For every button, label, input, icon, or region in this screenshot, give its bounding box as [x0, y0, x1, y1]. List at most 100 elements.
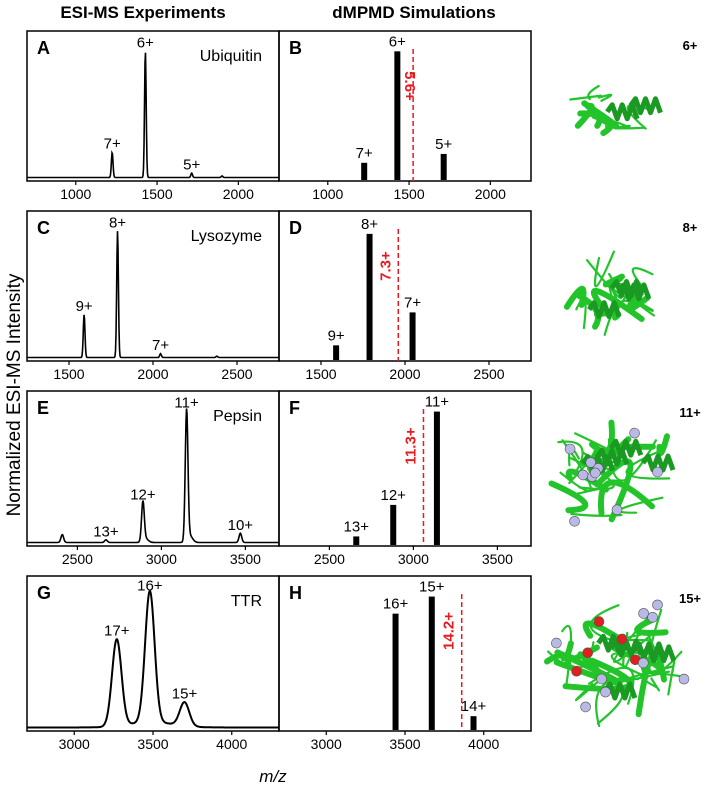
bar [433, 411, 440, 545]
ribbon-segment [561, 624, 573, 686]
structure-charge-label: 8+ [683, 220, 698, 235]
ribbon-segment [650, 677, 661, 692]
charge-atom [652, 599, 663, 611]
panel-e: E Pepsin 2500 3000 3500 13+ 12+ 11+ 10+ [26, 390, 280, 567]
x-tick-label: 2000 [389, 366, 420, 382]
charge-atom [637, 657, 649, 669]
bar-label: 11+ [425, 394, 450, 411]
charge-atom [616, 633, 628, 645]
protein-name: Lysozyme [191, 228, 263, 245]
ribbon-segment [574, 679, 601, 702]
protein-structure-3: 11+ [548, 405, 701, 527]
x-tick-label: 2500 [62, 551, 93, 567]
panel-letter: C [37, 218, 50, 238]
ribbon-segment [557, 440, 584, 472]
panel-letter: F [289, 398, 300, 418]
x-tick-label: 3000 [146, 551, 177, 567]
peak-label: 7+ [152, 337, 169, 354]
panel-letter: G [37, 583, 51, 603]
bar-label: 16+ [383, 596, 409, 613]
panel-letter: A [37, 38, 50, 58]
x-tick-label: 2000 [223, 186, 254, 202]
panel-c: C Lysozyme 1500 2000 2500 9+ 8+ 7+ [26, 210, 280, 382]
structure-charge-label: 15+ [679, 591, 701, 606]
protein-name: Pepsin [213, 408, 262, 425]
charge-atom [647, 611, 658, 623]
bar [440, 153, 447, 180]
ribbon-segment [597, 93, 613, 102]
x-tick-label: 1500 [393, 186, 424, 202]
structure-charge-label: 11+ [679, 405, 701, 420]
x-tick-label: 1000 [312, 186, 343, 202]
bar [392, 613, 399, 730]
bar-label: 14+ [461, 698, 487, 715]
x-tick-label: 2500 [221, 366, 252, 382]
x-tick-label: 3000 [398, 551, 429, 567]
bar-label: 6+ [389, 33, 406, 50]
bar-label: 13+ [344, 518, 370, 535]
peak-label: 6+ [137, 34, 154, 51]
charge-atom [596, 673, 607, 685]
charge-atom [600, 686, 611, 698]
bar-label: 8+ [361, 216, 378, 233]
y-axis-label: Normalized ESI-MS Intensity [4, 273, 25, 516]
charge-atom [629, 427, 640, 439]
panel-g: G TTR 3000 3500 4000 17+ 16+ 15+ [26, 575, 280, 752]
bar-label: 7+ [356, 145, 373, 162]
peak-label: 10+ [228, 517, 254, 534]
x-tick-label: 3000 [311, 736, 342, 752]
peak-label: 17+ [104, 622, 130, 639]
charge-atom [577, 469, 589, 481]
column-title-simulation: dMPMD Simulations [332, 3, 495, 22]
x-tick-label: 3000 [59, 736, 90, 752]
peak-label: 9+ [76, 298, 93, 315]
ribbon-segment [575, 297, 587, 330]
peak-label: 16+ [137, 578, 163, 595]
helix [580, 454, 616, 473]
panel-b: B 1000 1500 2000 7+ 6+ 5+ 5.6+ [278, 30, 532, 202]
ribbon-segment [570, 512, 623, 517]
helix [608, 438, 644, 458]
average-charge-label: 11.3+ [402, 427, 419, 464]
panel-d: D 1500 2000 2500 9+ 8+ 7+ 7.3+ [278, 210, 532, 382]
peak-label: 15+ [172, 685, 198, 702]
helix [628, 96, 663, 116]
x-tick-label: 2500 [314, 551, 345, 567]
protein-structure-4: 15+ [544, 591, 701, 728]
ribbon-segment [634, 616, 669, 636]
bar-label: 9+ [328, 327, 345, 344]
x-tick-label: 2000 [137, 366, 168, 382]
charge-atom [571, 665, 582, 677]
charge-atom [611, 504, 623, 516]
x-tick-label: 2500 [473, 366, 504, 382]
ribbon-segment [656, 433, 670, 457]
peak-label: 5+ [183, 157, 200, 174]
charge-atom [564, 443, 576, 455]
bar [394, 51, 401, 181]
panel-frame [278, 210, 532, 362]
charge-atom [678, 673, 690, 685]
ribbon-segment [591, 113, 615, 136]
bar [390, 504, 397, 545]
bar [428, 596, 435, 730]
charge-atom [585, 457, 597, 468]
peak-label: 8+ [109, 214, 126, 231]
ribbon-segment [574, 102, 595, 129]
panel-letter: B [289, 38, 302, 58]
charge-atom [551, 637, 562, 649]
bar [409, 312, 416, 360]
spectrum-line [27, 231, 279, 359]
peak-label: 13+ [93, 523, 119, 540]
peak-label: 7+ [104, 136, 121, 153]
helix [641, 644, 677, 664]
panel-letter: E [37, 398, 49, 418]
ribbon-segment [593, 250, 615, 288]
x-tick-label: 1500 [305, 366, 336, 382]
bar [366, 233, 373, 360]
panel-letter: D [289, 218, 302, 238]
peak-label: 12+ [130, 487, 156, 504]
spectrum-line [27, 589, 279, 729]
x-tick-label: 3500 [389, 736, 420, 752]
helix [609, 279, 644, 298]
